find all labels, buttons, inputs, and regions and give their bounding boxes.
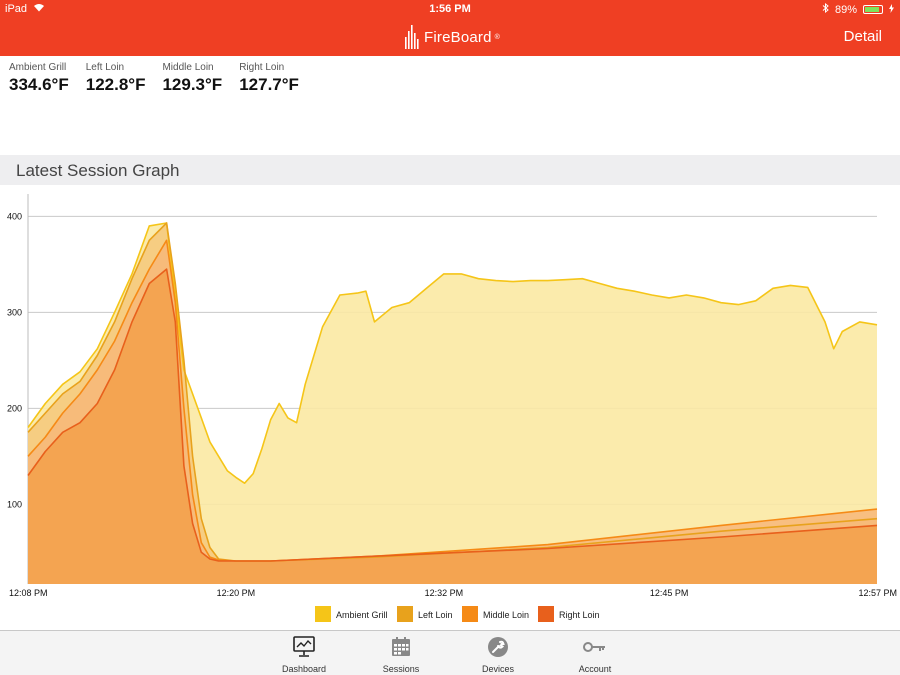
status-time: 1:56 PM: [429, 3, 471, 15]
line-right-loin: [27, 268, 878, 562]
probe-temperatures: Ambient Grill 334.6°F Left Loin 122.8°F …: [9, 62, 299, 95]
charging-icon: [889, 3, 894, 16]
probe-value: 127.7°F: [239, 75, 299, 94]
legend-swatch: [462, 606, 478, 622]
legend-label: Left Loin: [418, 610, 453, 620]
x-tick-label: 12:08 PM: [9, 588, 48, 598]
probe-label: Right Loin: [239, 62, 285, 73]
tab-account[interactable]: Account: [550, 635, 640, 674]
tab-dashboard[interactable]: Dashboard: [259, 635, 349, 674]
probe-ambient-grill: Ambient Grill 334.6°F: [9, 62, 69, 95]
session-graph: 100 200 300 400 12:08 PM 12:20 PM 12:32 PM 12:4…: [7, 194, 897, 622]
legend-swatch: [538, 606, 554, 622]
x-tick-label: 12:57 PM: [858, 588, 897, 598]
status-left: iPad: [5, 3, 45, 15]
tab-devices[interactable]: Devices: [453, 635, 543, 674]
tab-label: Devices: [481, 664, 514, 674]
area-ambient-grill: [28, 223, 877, 584]
probe-label: Left Loin: [85, 62, 125, 73]
nav-bar: FireBoard ® Detail: [0, 18, 900, 56]
tab-label: Dashboard: [281, 664, 327, 674]
legend-swatch: [397, 606, 413, 622]
battery-percent: 89%: [834, 3, 857, 16]
probe-value: 334.6°F: [9, 75, 69, 94]
status-right: 89%: [822, 2, 894, 16]
probe-middle-loin: Middle Loin 129.3°F: [162, 62, 222, 95]
dashboard-monitor-icon: [293, 636, 315, 657]
device-name: iPad: [5, 3, 28, 15]
x-tick-label: 12:32 PM: [425, 588, 464, 598]
y-tick-label: 400: [7, 211, 22, 221]
key-icon: [583, 642, 605, 652]
x-tick-label: 12:45 PM: [650, 588, 689, 598]
tab-bar: Dashboard Sessions: [0, 630, 900, 675]
section-title: Latest Session Graph: [16, 161, 180, 180]
area-right-loin: [28, 269, 877, 584]
tab-sessions[interactable]: Sessions: [356, 635, 446, 674]
probe-left-loin: Left Loin 122.8°F: [86, 62, 146, 95]
brand-name: FireBoard: [424, 28, 492, 46]
wrench-icon: [488, 637, 508, 657]
detail-button[interactable]: Detail: [843, 28, 882, 45]
tab-label: Sessions: [382, 664, 420, 674]
bluetooth-icon: [822, 2, 829, 16]
fireboard-bars-icon: [405, 25, 419, 49]
legend-label: Ambient Grill: [336, 610, 388, 620]
probe-label: Middle Loin: [162, 62, 214, 73]
line-ambient-grill: [27, 222, 878, 485]
x-tick-label: 12:20 PM: [217, 588, 256, 598]
trademark-symbol: ®: [494, 33, 500, 41]
y-tick-label: 100: [7, 499, 22, 509]
legend-label: Middle Loin: [483, 610, 529, 620]
probe-value: 122.8°F: [85, 75, 146, 94]
y-tick-label: 200: [7, 403, 22, 413]
wifi-icon: [33, 3, 45, 15]
probe-right-loin: Right Loin 127.7°F: [239, 62, 299, 95]
y-tick-label: 300: [7, 307, 22, 317]
battery-icon: [863, 5, 883, 14]
probe-label: Ambient Grill: [9, 62, 67, 73]
probe-value: 129.3°F: [162, 75, 223, 94]
legend-swatch: [315, 606, 331, 622]
calendar-icon: [392, 637, 410, 656]
status-bar: iPad 1:56 PM 89%: [0, 0, 900, 18]
legend-label: Right Loin: [559, 610, 600, 620]
section-header: Latest Session Graph: [0, 155, 900, 185]
fireboard-logo: FireBoard ®: [405, 18, 500, 56]
tab-label: Account: [578, 664, 612, 674]
